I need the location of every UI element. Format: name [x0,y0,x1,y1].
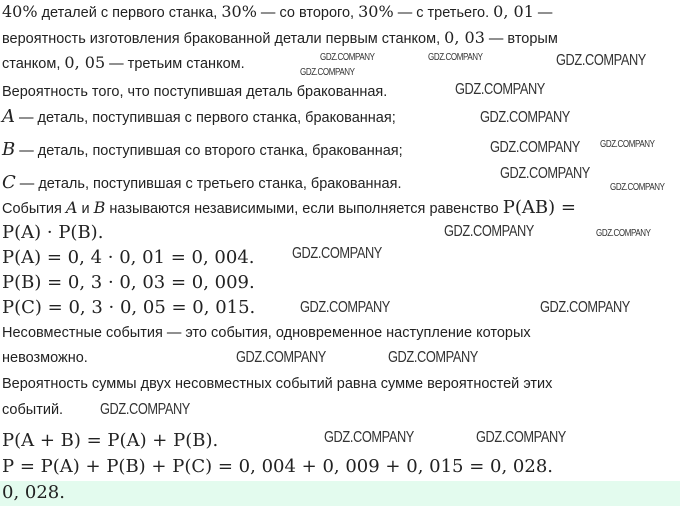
watermark: GDZ.COMPANY [320,52,375,63]
text: События [2,201,66,217]
text: деталей с первого станка, [37,5,222,21]
text-line-3: станком, 0, 05 — третьим станком. [2,51,245,75]
math-line-18: P = P(A) + P(B) + P(C) = 0, 004 + 0, 009… [2,456,553,477]
watermark: GDZ.COMPANY [490,139,580,156]
math-line-17: P(A + B) = P(A) + P(B). [2,430,219,451]
watermark: GDZ.COMPANY [600,139,655,150]
text-line-16: событий. [2,402,64,418]
watermark: GDZ.COMPANY [292,245,382,262]
watermark: GDZ.COMPANY [455,81,545,98]
text-line-1: 40% деталей с первого станка, 30% — со в… [2,0,552,24]
text: — деталь, поступившая с первого станка, … [15,110,396,126]
math-line-11: P(B) = 0, 3 · 0, 03 = 0, 009. [2,272,255,293]
text: и [77,201,94,217]
math: B [93,198,106,217]
watermark: GDZ.COMPANY [300,299,390,316]
watermark: GDZ.COMPANY [324,429,414,446]
text: — с третьего. [393,5,494,21]
math: P(AB) = [502,197,576,218]
watermark: GDZ.COMPANY [236,349,326,366]
math-line-10: P(A) = 0, 4 · 0, 01 = 0, 004. [2,247,255,268]
text: называются независимыми, если выполняетс… [105,201,503,217]
text: вероятность изготовления бракованной дет… [2,31,445,47]
text: — вторым [484,31,558,47]
watermark: GDZ.COMPANY [480,109,570,126]
text: — [533,5,553,21]
math: C [2,172,16,193]
text-line-2: вероятность изготовления бракованной дет… [2,26,558,50]
text-line-14: невозможно. [2,350,88,366]
watermark: GDZ.COMPANY [100,401,190,418]
text: — деталь, поступившая с третьего станка,… [15,176,402,192]
watermark: GDZ.COMPANY [300,67,355,78]
text-line-15: Вероятность суммы двух несовместных собы… [2,376,553,392]
math: B [2,139,16,160]
math: A [65,198,78,217]
watermark: GDZ.COMPANY [556,52,646,69]
math-line-12: P(C) = 0, 3 · 0, 05 = 0, 015. [2,297,256,318]
text-line-7: C — деталь, поступившая с третьего станк… [2,171,402,195]
watermark: GDZ.COMPANY [388,349,478,366]
watermark: GDZ.COMPANY [444,223,534,240]
watermark: GDZ.COMPANY [476,429,566,446]
text-line-8: События A и B называются независимыми, е… [2,196,576,220]
text: — со второго, [256,5,359,21]
math: 40% [2,2,38,21]
math: 0, 03 [444,28,485,47]
watermark: GDZ.COMPANY [500,165,590,182]
text: — третьим станком. [105,56,245,72]
math: 30% [358,2,394,21]
text: — деталь, поступившая со второго станка,… [15,143,403,159]
answer-box: 0, 028. [0,481,680,506]
math: 0, 05 [64,53,106,72]
watermark: GDZ.COMPANY [540,299,630,316]
answer-value: 0, 028. [2,482,65,503]
text-line-6: B — деталь, поступившая со второго станк… [2,138,403,162]
text-line-13: Несовместные события — это события, одно… [2,325,531,341]
text-line-5: A — деталь, поступившая с первого станка… [2,105,396,129]
math: 0, 01 [493,2,534,21]
text-line-4: Вероятность того, что поступившая деталь… [2,84,388,100]
watermark: GDZ.COMPANY [428,52,483,63]
watermark: GDZ.COMPANY [610,182,665,193]
text: станком, [2,56,65,72]
math: 30% [221,2,257,21]
math: A [2,106,15,127]
math-line-9: P(A) · P(B). [2,222,104,243]
watermark: GDZ.COMPANY [596,228,651,239]
